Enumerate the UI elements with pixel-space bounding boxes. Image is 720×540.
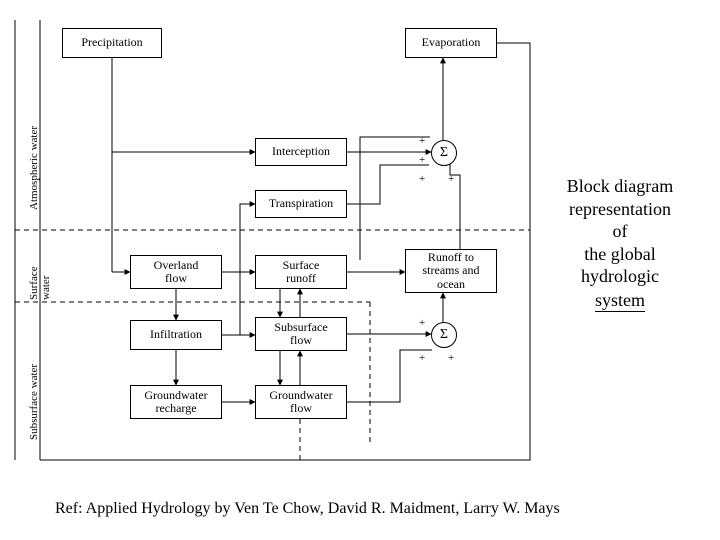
plus-mark: +: [448, 173, 454, 185]
plus-mark: +: [419, 352, 425, 364]
plus-mark: +: [419, 173, 425, 185]
side-title: Block diagram representation of the glob…: [540, 175, 700, 312]
box-precipitation: Precipitation: [62, 28, 162, 58]
label: Subsurfaceflow: [274, 321, 327, 347]
box-surface-runoff: Surfacerunoff: [255, 255, 347, 289]
plus-mark: +: [419, 317, 425, 329]
title-line: the global: [584, 244, 655, 264]
label: Runoff tostreams andocean: [423, 251, 480, 291]
box-runoff-ocean: Runoff tostreams andocean: [405, 249, 497, 293]
box-infiltration: Infiltration: [130, 320, 222, 350]
sigma-node-1: Σ: [431, 140, 457, 166]
side-label-atmospheric: Atmospheric water: [28, 126, 40, 210]
label: Infiltration: [150, 328, 202, 341]
plus-mark: +: [419, 135, 425, 147]
sigma-label: Σ: [440, 327, 448, 343]
box-subsurface-flow: Subsurfaceflow: [255, 317, 347, 351]
label: Groundwaterflow: [269, 389, 332, 415]
label: Surfacerunoff: [283, 259, 320, 285]
side-label-subsurface: Subsurface water: [28, 364, 40, 440]
box-interception: Interception: [255, 138, 347, 166]
title-line: representation: [569, 199, 671, 219]
box-gw-flow: Groundwaterflow: [255, 385, 347, 419]
label: Evaporation: [422, 36, 481, 49]
label: Interception: [272, 145, 330, 158]
title-line: system: [595, 289, 645, 313]
box-transpiration: Transpiration: [255, 190, 347, 218]
label: Transpiration: [269, 197, 333, 210]
title-line: Block diagram: [567, 176, 673, 196]
citation: Ref: Applied Hydrology by Ven Te Chow, D…: [55, 500, 560, 518]
label: Groundwaterrecharge: [144, 389, 207, 415]
label: Overlandflow: [154, 259, 199, 285]
diagram-stage: Precipitation Evaporation Interception T…: [0, 0, 720, 540]
plus-mark: +: [419, 154, 425, 166]
side-label-surface: Surfacewater: [28, 266, 52, 300]
label: Precipitation: [81, 36, 142, 49]
box-overland-flow: Overlandflow: [130, 255, 222, 289]
sigma-node-2: Σ: [431, 322, 457, 348]
box-evaporation: Evaporation: [405, 28, 497, 58]
sigma-label: Σ: [440, 145, 448, 161]
title-line: hydrologic: [581, 266, 659, 286]
plus-mark: +: [448, 352, 454, 364]
title-line: of: [613, 221, 628, 241]
box-gw-recharge: Groundwaterrecharge: [130, 385, 222, 419]
